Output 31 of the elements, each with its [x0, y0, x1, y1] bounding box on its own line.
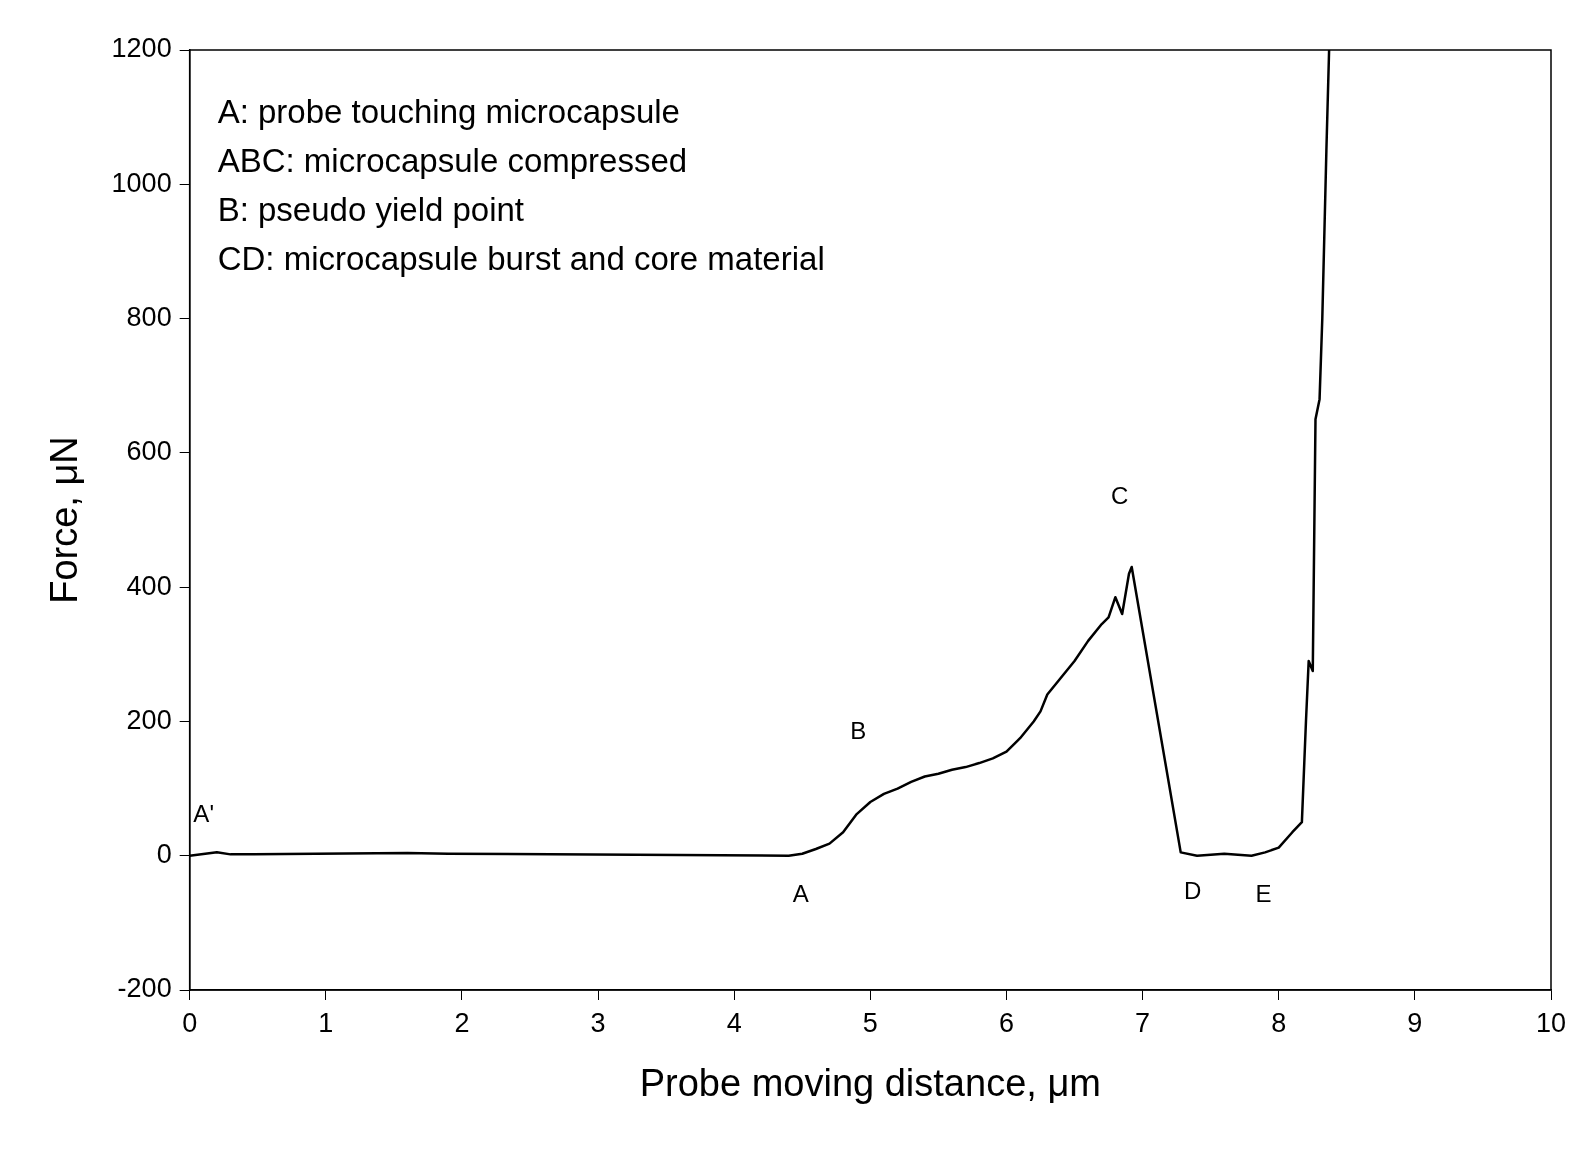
y-tick-label: 400	[126, 570, 172, 601]
annotation: B: pseudo yield point	[217, 191, 525, 229]
annotation: B	[850, 716, 867, 744]
x-tick-label: 6	[998, 1007, 1014, 1038]
annotation: A'	[193, 800, 214, 828]
x-tick-label: 5	[862, 1007, 878, 1038]
y-tick-label: 600	[126, 436, 172, 467]
x-tick-label: 9	[1407, 1007, 1423, 1038]
x-tick-label: 3	[590, 1007, 606, 1038]
annotation: ABC: microcapsule compressed	[217, 142, 688, 180]
annotation: A: probe touching microcapsule	[217, 93, 680, 131]
annotation: C	[1111, 481, 1129, 509]
y-tick-label: -200	[117, 973, 172, 1004]
annotation: D	[1184, 876, 1202, 904]
annotation: CD: microcapsule burst and core material	[217, 240, 825, 278]
x-tick-label: 1	[318, 1007, 334, 1038]
y-tick-label: 200	[126, 704, 172, 735]
x-axis-title: Probe moving distance, μm	[639, 1061, 1101, 1104]
x-tick-label: 10	[1535, 1007, 1567, 1038]
y-tick-label: 1000	[111, 167, 172, 198]
y-tick-label: 0	[156, 839, 172, 870]
x-tick-label: 0	[182, 1007, 198, 1038]
annotation: E	[1255, 880, 1272, 908]
annotation: A	[792, 880, 809, 908]
y-tick-label: 800	[126, 302, 172, 333]
y-tick-label: 1200	[111, 33, 172, 64]
x-tick-label: 2	[454, 1007, 470, 1038]
x-tick-label: 4	[726, 1007, 742, 1038]
y-axis-title: Force, μN	[43, 436, 86, 604]
x-tick-label: 7	[1135, 1007, 1151, 1038]
x-tick-label: 8	[1271, 1007, 1287, 1038]
